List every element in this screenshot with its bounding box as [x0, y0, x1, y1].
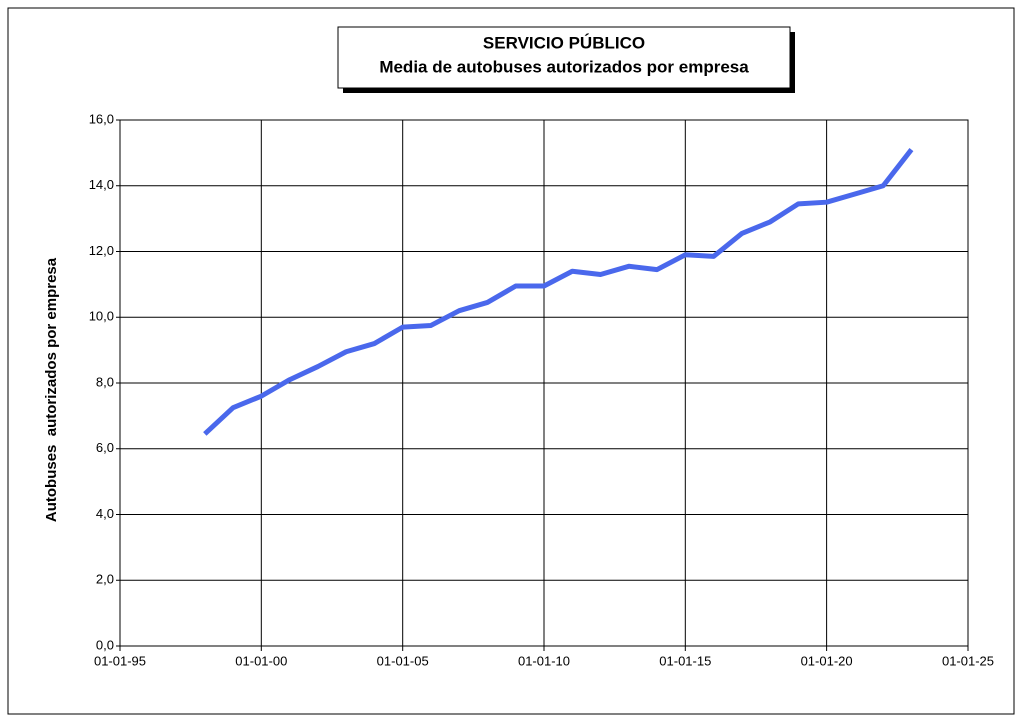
- y-tick-label: 2,0: [96, 572, 114, 587]
- x-tick-label: 01-01-05: [377, 653, 429, 668]
- y-tick-label: 16,0: [89, 111, 114, 126]
- y-tick-label: 6,0: [96, 440, 114, 455]
- x-tick-label: 01-01-20: [801, 653, 853, 668]
- y-tick-label: 8,0: [96, 374, 114, 389]
- y-axis-label: Autobuses autorizados por empresa: [43, 257, 60, 522]
- y-tick-label: 10,0: [89, 309, 114, 324]
- x-tick-label: 01-01-10: [518, 653, 570, 668]
- y-tick-label: 14,0: [89, 177, 114, 192]
- y-tick-label: 4,0: [96, 506, 114, 521]
- x-tick-label: 01-01-95: [94, 653, 146, 668]
- chart-title: SERVICIO PÚBLICO: [483, 33, 645, 52]
- x-tick-label: 01-01-15: [659, 653, 711, 668]
- title-box: [337, 26, 791, 89]
- x-tick-label: 01-01-25: [942, 653, 994, 668]
- chart-subtitle: Media de autobuses autorizados por empre…: [379, 57, 749, 76]
- data-line: [203, 148, 914, 436]
- y-tick-label: 0,0: [96, 637, 114, 652]
- y-tick-label: 12,0: [89, 243, 114, 258]
- x-tick-label: 01-01-00: [235, 653, 287, 668]
